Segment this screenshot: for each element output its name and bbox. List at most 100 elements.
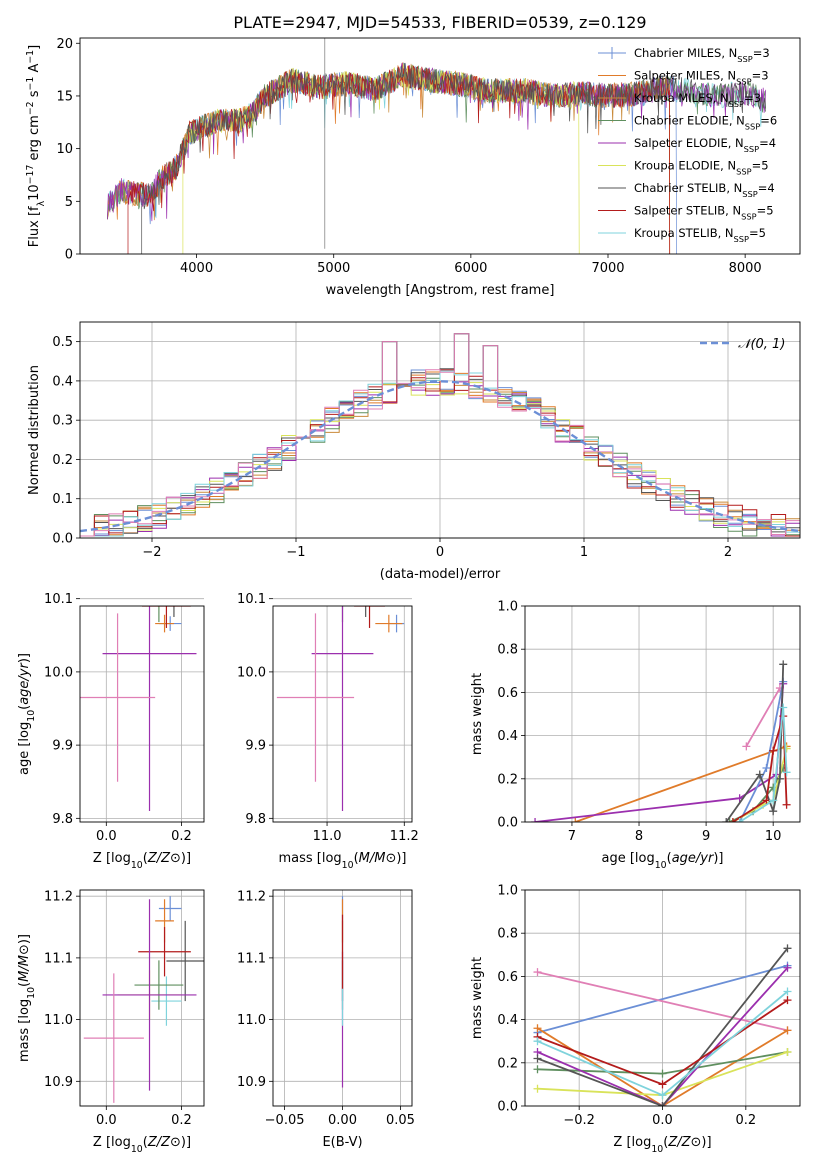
label-part: )] [701, 1135, 711, 1150]
errorbar-point [158, 896, 182, 921]
errorbar-point [325, 565, 344, 602]
weight-point-marker [571, 818, 580, 822]
weight-point-marker [783, 1048, 792, 1056]
errorbar-point [142, 606, 191, 628]
y-axis-label: age [log10(age/yr)] [17, 653, 37, 775]
y-tick-label: 0.5 [52, 335, 73, 350]
y-tick-label: 9.9 [245, 739, 266, 754]
y-tick-label: 11.2 [237, 890, 266, 905]
errorbar-point [102, 606, 197, 812]
x-tick-label: 9 [702, 829, 710, 844]
y-tick-label: 11.0 [237, 1013, 266, 1028]
x-tick-label: 2 [724, 545, 732, 560]
x-axis-label: mass [log10(M/M⊙)] [278, 851, 406, 871]
mass-weight-vs-metallicity-panel-plot-area [533, 944, 792, 1106]
x-tick-label: 5000 [317, 261, 350, 276]
label-part: erg cm [27, 115, 42, 164]
legend-label: Chabrier MILES, NSSP=3 [634, 46, 770, 64]
label-part: Salpeter MILES, N [634, 69, 736, 83]
label-part: Flux [f [27, 206, 42, 247]
x-axis-label: Z [log10(Z/Z⊙)] [93, 1135, 191, 1155]
label-part: Z [log [93, 851, 131, 866]
axes-frame [79, 321, 801, 539]
weight-point-marker [531, 818, 540, 822]
histogram-plot-area [80, 333, 800, 537]
x-tick-label: 0.0 [96, 829, 117, 844]
legend-label: Salpeter MILES, NSSP=3 [634, 69, 769, 87]
label-part: ( [17, 982, 32, 987]
y-tick-label: 10.1 [44, 592, 73, 607]
x-axis-label: Z [log10(Z/Z⊙)] [93, 851, 191, 871]
x-tick-label: 0.0 [96, 1113, 117, 1128]
spectrum-panel: 4000 5000 6000 7000 8000 0 5 10 15 20 Chabrier MIL… [25, 37, 801, 298]
x-tick-label: −0.2 [563, 1113, 595, 1128]
label-part: SSP [734, 234, 749, 244]
weight-line [537, 947, 789, 1106]
y-axis-label: Flux [fλ10−17 erg cm−2 s−1 A−1] [25, 45, 47, 247]
y-tick-label: 9.8 [245, 812, 266, 827]
label-part: 10 [26, 710, 37, 722]
label-part: A [27, 64, 42, 77]
x-axis-label: Z [log10(Z/Z⊙)] [613, 1135, 711, 1155]
mass-vs-metallicity-panel: 0.0 0.210.911.011.111.2Z [log10(Z/Z⊙)]mas… [17, 889, 205, 1155]
label-part: Chabrier STELIB, N [634, 181, 742, 195]
label-part: SSP [736, 77, 751, 87]
label-part: Chabrier MILES, N [634, 46, 737, 60]
label-part: −1 [25, 77, 36, 91]
errorbar-point [166, 920, 204, 1002]
weight-point-marker [658, 1080, 667, 1089]
x-tick-label: −2 [142, 545, 161, 560]
weight-point-marker [658, 1091, 667, 1100]
label-part: =5 [757, 204, 774, 218]
label-part: )] [713, 851, 723, 866]
label-part: mass [log [278, 851, 341, 866]
label-part: )] [181, 851, 191, 866]
x-axis-label: age [log10(age/yr)] [601, 851, 723, 871]
label-part: 10 [131, 860, 143, 871]
label-part: 10 [27, 184, 42, 201]
y-tick-label: 0.6 [497, 970, 518, 985]
spectrum-plot-area [107, 38, 767, 254]
weight-point-marker [735, 818, 744, 822]
weight-point-marker [722, 818, 731, 822]
label-part: Kroupa ELODIE, N [634, 159, 736, 173]
y-tick-label: 10.9 [237, 1075, 266, 1090]
y-tick-label: 11.1 [237, 951, 266, 966]
label-part: M/M⊙ [359, 851, 397, 866]
legend-label: Kroupa STELIB, NSSP=5 [634, 226, 766, 244]
label-part: λ [36, 200, 47, 206]
histogram-panel: −2 −1 0 1 2 0.0 0.1 0.2 0.3 0.4 0.5 𝒩(0, 1) (data-mo… [27, 321, 801, 582]
y-tick-label: 0.8 [497, 643, 518, 658]
label-part: ( [663, 1135, 668, 1150]
axes-frame [79, 605, 205, 823]
weight-line [739, 707, 788, 822]
x-tick-label: 0 [436, 545, 444, 560]
weight-line [574, 745, 787, 822]
y-tick-label: 0.2 [52, 453, 73, 468]
axes-frame [272, 605, 413, 823]
label-part: Z/Z⊙ [147, 851, 181, 866]
x-tick-label: −0.05 [265, 1113, 305, 1128]
label-part: age [log [17, 722, 32, 775]
errorbar-point [80, 613, 156, 782]
mass-vs-extinction-panel: −0.05 0.00 0.05 10.9 11.0 11.1 11.2 E(B-V) [237, 889, 415, 1150]
x-tick-label: 4000 [180, 261, 213, 276]
label-part: SSP [745, 122, 760, 132]
weight-point-marker [779, 660, 788, 669]
label-part: Z [log [613, 1135, 651, 1150]
axes-frame [79, 889, 205, 1107]
weight-point-marker [533, 1065, 542, 1074]
x-axis-label: (data-model)/error [380, 567, 501, 582]
x-tick-label: 7000 [591, 261, 624, 276]
weight-line [537, 967, 789, 1106]
label-part: SSP [729, 99, 744, 109]
x-axis-label: E(B-V) [322, 1135, 362, 1150]
weight-point-marker [658, 1069, 667, 1078]
age-vs-metallicity-panel: 0.0 0.29.89.910.010.1Z [log10(Z/Z⊙)]age [… [17, 592, 205, 871]
y-tick-label: 0.0 [497, 816, 518, 831]
weight-point-marker [533, 1054, 542, 1063]
label-part: 10 [342, 860, 354, 871]
errorbar-point [354, 606, 385, 628]
x-tick-label: 0.2 [735, 1113, 756, 1128]
